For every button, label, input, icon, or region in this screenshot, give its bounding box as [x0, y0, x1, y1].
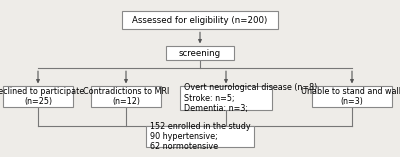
Text: Declined to participate
(n=25): Declined to participate (n=25)	[0, 87, 84, 106]
Text: Contradictions to MRI
(n=12): Contradictions to MRI (n=12)	[83, 87, 169, 106]
FancyBboxPatch shape	[166, 46, 234, 60]
FancyBboxPatch shape	[122, 11, 278, 30]
FancyBboxPatch shape	[312, 86, 392, 107]
FancyBboxPatch shape	[91, 86, 161, 107]
Text: Unable to stand and walk
(n=3): Unable to stand and walk (n=3)	[301, 87, 400, 106]
FancyBboxPatch shape	[180, 86, 272, 110]
Text: Assessed for eligibility (n=200): Assessed for eligibility (n=200)	[132, 16, 268, 25]
Text: screening: screening	[179, 49, 221, 58]
Text: 152 enrolled in the study
90 hypertensive;
62 normotensive: 152 enrolled in the study 90 hypertensiv…	[150, 122, 251, 152]
FancyBboxPatch shape	[3, 86, 73, 107]
FancyBboxPatch shape	[146, 126, 254, 147]
Text: Overt neurological disease (n=8)
Stroke: n=5;
Dementia: n=3;: Overt neurological disease (n=8) Stroke:…	[184, 83, 317, 113]
